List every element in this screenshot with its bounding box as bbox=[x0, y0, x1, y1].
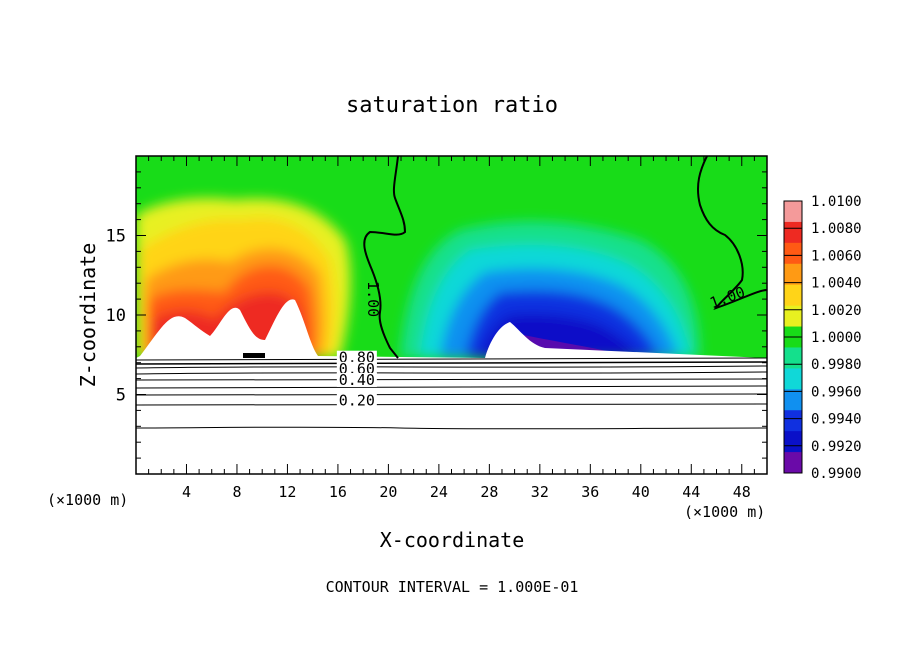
y-tick-label: 5 bbox=[116, 386, 126, 406]
contour-interval-note: CONTOUR INTERVAL = 1.000E-01 bbox=[326, 578, 579, 596]
contour-label: 0.40 bbox=[339, 371, 375, 389]
contour-label-bg bbox=[336, 372, 377, 387]
x-tick-label: 40 bbox=[632, 483, 650, 501]
contour-label: 0.20 bbox=[339, 392, 375, 410]
colorbar-swatch bbox=[784, 305, 802, 328]
contour-label-bg bbox=[336, 393, 377, 408]
y-axis-title: Z-coordinate bbox=[76, 243, 100, 388]
x-tick-label: 12 bbox=[278, 483, 296, 501]
x-tick-label: 28 bbox=[480, 483, 498, 501]
colorbar-label: 0.9960 bbox=[811, 384, 862, 400]
y-tick-label: 10 bbox=[106, 306, 126, 326]
x-tick-label: 4 bbox=[182, 483, 191, 501]
chart-title: saturation ratio bbox=[346, 93, 558, 118]
x-unit-right: (×1000 m) bbox=[684, 503, 765, 521]
colorbar-swatch bbox=[784, 201, 802, 223]
colorbar-label: 1.0060 bbox=[811, 248, 862, 264]
x-tick-label: 24 bbox=[430, 483, 448, 501]
colorbar-swatch bbox=[784, 284, 802, 307]
colorbar-swatch bbox=[784, 452, 802, 474]
x-tick-label: 32 bbox=[531, 483, 549, 501]
colorbar-label: 1.0100 bbox=[811, 194, 862, 210]
colorbar-label: 1.0000 bbox=[811, 330, 862, 346]
x-tick-label: 44 bbox=[682, 483, 700, 501]
x-tick-label: 8 bbox=[232, 483, 241, 501]
x-unit-left: (×1000 m) bbox=[47, 491, 128, 509]
x-tick-label: 36 bbox=[581, 483, 599, 501]
contour-label-bg bbox=[336, 361, 377, 376]
x-tick-label: 20 bbox=[379, 483, 397, 501]
x-axis: 4 8 12 16 20 24 28 32 36 40 44 48 bbox=[148, 156, 755, 501]
x-tick-label: 48 bbox=[733, 483, 751, 501]
x-axis-title: X-coordinate bbox=[380, 528, 525, 552]
colorbar: 1.0100 1.0080 1.0060 1.0040 1.0020 1.0000 0.99… bbox=[783, 194, 862, 482]
colorbar-swatch bbox=[784, 368, 802, 390]
colorbar-swatch bbox=[784, 410, 802, 432]
colorbar-swatch bbox=[784, 221, 802, 244]
contour-label-bg bbox=[336, 350, 377, 365]
y-tick-label: 15 bbox=[106, 227, 126, 247]
x-tick-label: 16 bbox=[329, 483, 347, 501]
colorbar-label: 1.0040 bbox=[811, 276, 862, 292]
contour-label: 1.00 bbox=[364, 281, 382, 317]
heatmap-field bbox=[136, 156, 767, 474]
colorbar-swatch bbox=[784, 242, 802, 265]
colorbar-label: 0.9940 bbox=[811, 412, 862, 428]
colorbar-label: 0.9980 bbox=[811, 357, 862, 373]
colorbar-label: 1.0020 bbox=[811, 303, 862, 319]
colorbar-swatch bbox=[784, 347, 802, 369]
colorbar-label: 1.0080 bbox=[811, 221, 862, 237]
colorbar-label: 0.9900 bbox=[811, 466, 862, 482]
y-axis: 5 10 15 bbox=[106, 171, 767, 459]
colorbar-swatch bbox=[784, 431, 802, 453]
colorbar-label: 0.9920 bbox=[811, 439, 862, 455]
colorbar-swatch bbox=[784, 263, 802, 286]
colorbar-swatch bbox=[784, 389, 802, 411]
